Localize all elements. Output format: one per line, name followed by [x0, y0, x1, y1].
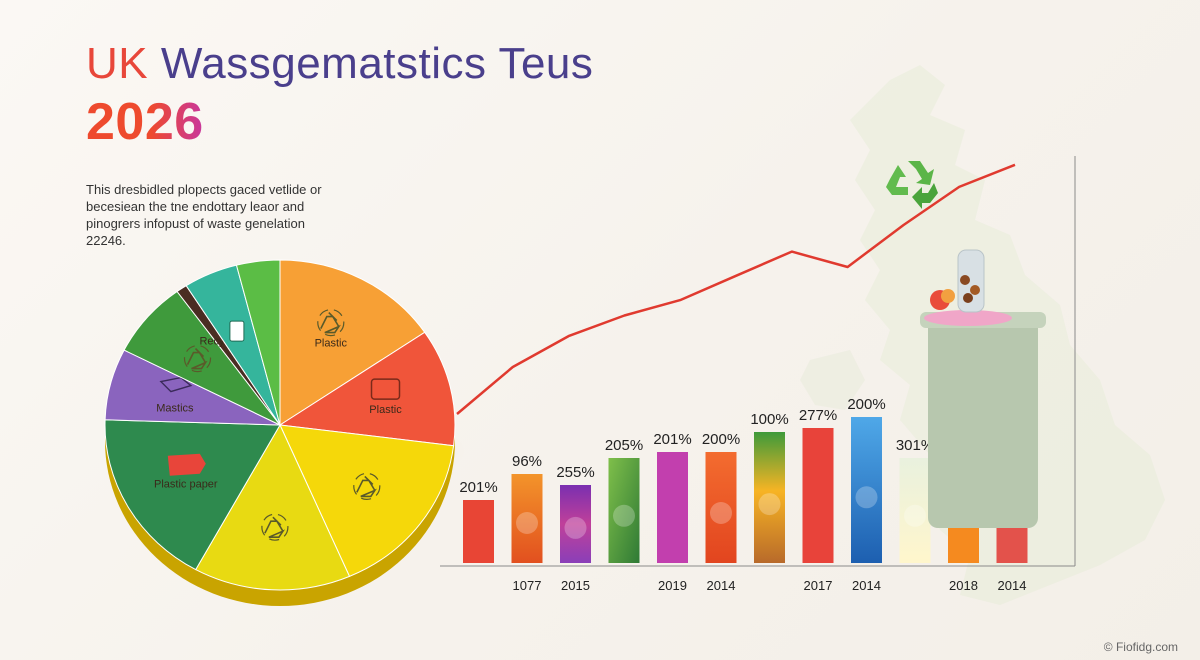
- x-tick-label: 2017: [804, 578, 833, 593]
- trend-layer: [456, 163, 1016, 415]
- bar: [851, 417, 882, 563]
- bar-value-label: 205%: [605, 437, 643, 454]
- pie-slice-label: Plastic paper: [154, 479, 218, 491]
- title-uk: UK: [86, 39, 149, 88]
- bar: [802, 428, 834, 563]
- bar-value-label: 201%: [459, 479, 497, 496]
- bar-pattern-motif: [564, 516, 587, 539]
- x-tick-label: 2014: [998, 578, 1027, 593]
- bag-icon: [370, 378, 401, 400]
- pie-slice: [235, 259, 281, 426]
- pie-slice: [279, 259, 426, 426]
- pie-slice: [195, 423, 351, 591]
- x-tick-label: 1077: [513, 578, 542, 593]
- box-icon: [159, 376, 193, 393]
- bar-pattern-motif: [904, 504, 926, 527]
- bar-pattern-motif: [613, 504, 635, 527]
- pie-slice-label: Plastic: [369, 404, 402, 416]
- recycle-icon: [353, 472, 381, 500]
- bar-pattern-motif: [758, 493, 781, 516]
- tag-icon: [167, 453, 206, 476]
- pie-slice-label: Mastics: [156, 403, 194, 415]
- bar: [657, 452, 688, 563]
- recycle-icon: [261, 513, 289, 541]
- battery-icon: [229, 320, 245, 342]
- pie-slice: [278, 331, 456, 447]
- bars-layer: 201% 96% 1077 255% 2015 205% 201% 2019 200% 2014 1…: [459, 353, 1031, 593]
- x-tick-label: 2018: [949, 578, 978, 593]
- bar: [899, 458, 931, 563]
- chart-title: UK Wassgematstics Teus: [86, 38, 593, 90]
- description-line: 22246.: [86, 233, 126, 248]
- waste-bin-image: [920, 249, 1046, 528]
- x-tick-label: 2014: [707, 578, 736, 593]
- chart-year-title: 2026: [86, 96, 204, 148]
- description-line: This dresbidled plopects gaced vetlide o…: [86, 182, 322, 197]
- bar-value-label: 200%: [847, 396, 885, 413]
- recycle-icon: [886, 161, 938, 209]
- image-credit: © Fiofidg.com: [1103, 640, 1178, 654]
- x-tick-label: 2015: [561, 578, 590, 593]
- bar-value-label: 100%: [750, 411, 788, 428]
- bar-pattern-motif: [710, 502, 732, 524]
- bar: [511, 474, 543, 563]
- bar-pattern-motif: [516, 512, 538, 534]
- pie-slice: [104, 419, 281, 571]
- title-main: Wassgematstics Teus: [160, 39, 594, 88]
- bar: [463, 500, 494, 563]
- bar-value-label: 301%: [896, 437, 934, 454]
- bar: [608, 458, 640, 563]
- bar-value-label: 200%: [702, 431, 740, 448]
- bar: [754, 432, 785, 563]
- recycle-icon: [183, 345, 212, 373]
- trend-line: [456, 163, 1016, 415]
- bar: [560, 485, 591, 563]
- description-line: pinogrers infopust of waste genelation: [86, 216, 305, 231]
- pie-slice: [279, 424, 455, 578]
- description-line: becesiean the tne endottary leaor and: [86, 199, 305, 214]
- pie-slice-label: Plastic: [315, 338, 348, 350]
- bar-value-label: 96%: [512, 453, 542, 470]
- recycle-outline-icon: [317, 309, 345, 337]
- bar-pattern-motif: [855, 486, 878, 509]
- description-text: This dresbidled plopects gaced vetlide o…: [86, 181, 386, 249]
- title-year: 2026: [86, 93, 204, 151]
- bar-value-label: 255%: [556, 464, 594, 481]
- x-tick-label: 2019: [658, 578, 687, 593]
- bar: [705, 452, 737, 563]
- x-tick-label: 2014: [852, 578, 881, 593]
- bar-value-label: 201%: [653, 431, 691, 448]
- bar-value-label: 277%: [799, 407, 837, 424]
